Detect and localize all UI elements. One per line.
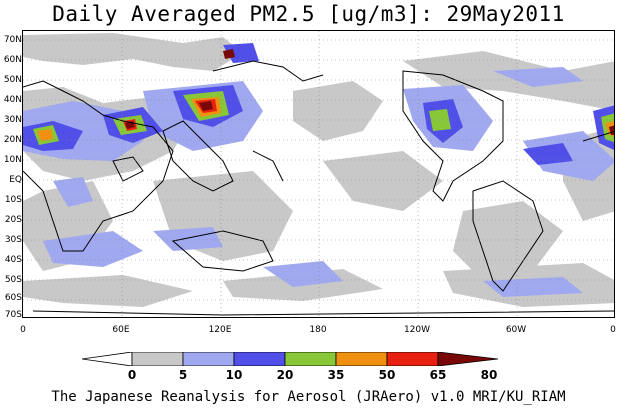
colorbar-label-0: 0 bbox=[127, 368, 137, 382]
colorbar-arrow-high bbox=[437, 352, 499, 366]
colorbar-cell bbox=[386, 352, 439, 366]
lat-label-60n: 60N bbox=[3, 55, 22, 65]
pm25-map bbox=[22, 30, 615, 318]
colorbar bbox=[82, 352, 499, 366]
lat-label-70n: 70N bbox=[3, 35, 22, 45]
colorbar-label-80: 80 bbox=[480, 368, 498, 382]
map-field bbox=[23, 31, 614, 317]
lat-label-20n: 20N bbox=[3, 135, 22, 145]
lon-label-120e: 120E bbox=[208, 325, 232, 335]
lon-label-0-left: 0 bbox=[20, 325, 26, 335]
lat-label-40s: 40S bbox=[4, 255, 22, 265]
colorbar-label-50: 50 bbox=[378, 368, 396, 382]
lat-label-30s: 30S bbox=[4, 235, 22, 245]
lat-label-50n: 50N bbox=[3, 75, 22, 85]
lon-label-60e: 60E bbox=[112, 325, 130, 335]
colorbar-arrow-low bbox=[82, 352, 133, 366]
colorbar-cell bbox=[335, 352, 388, 366]
lat-label-10n: 10N bbox=[3, 155, 22, 165]
lat-label-40n: 40N bbox=[3, 95, 22, 105]
colorbar-cell bbox=[182, 352, 235, 366]
graticule bbox=[23, 31, 614, 317]
colorbar-cell bbox=[131, 352, 184, 366]
lon-label-60w: 60W bbox=[505, 325, 527, 335]
colorbar-label-5: 5 bbox=[178, 368, 188, 382]
lat-label-eq: EQ bbox=[9, 175, 22, 185]
colorbar-label-10: 10 bbox=[225, 368, 243, 382]
data-credit: The Japanese Reanalysis for Aerosol (JRA… bbox=[51, 389, 566, 405]
colorbar-label-35: 35 bbox=[327, 368, 345, 382]
lat-label-70s: 70S bbox=[4, 310, 22, 320]
lat-label-50s: 50S bbox=[4, 275, 22, 285]
lat-label-10s: 10S bbox=[4, 195, 22, 205]
colorbar-label-20: 20 bbox=[276, 368, 294, 382]
lon-label-0-right: 0 bbox=[610, 325, 616, 335]
lat-label-60s: 60S bbox=[4, 293, 22, 303]
lat-label-30n: 30N bbox=[3, 115, 22, 125]
lon-label-120w: 120W bbox=[403, 325, 431, 335]
lon-label-180: 180 bbox=[309, 325, 327, 335]
colorbar-label-65: 65 bbox=[429, 368, 447, 382]
coastlines bbox=[23, 60, 614, 316]
colorbar-cell bbox=[233, 352, 286, 366]
colorbar-cell bbox=[284, 352, 337, 366]
lat-label-20s: 20S bbox=[4, 215, 22, 225]
map-title: Daily Averaged PM2.5 [ug/m3]: 29May2011 bbox=[52, 2, 565, 26]
